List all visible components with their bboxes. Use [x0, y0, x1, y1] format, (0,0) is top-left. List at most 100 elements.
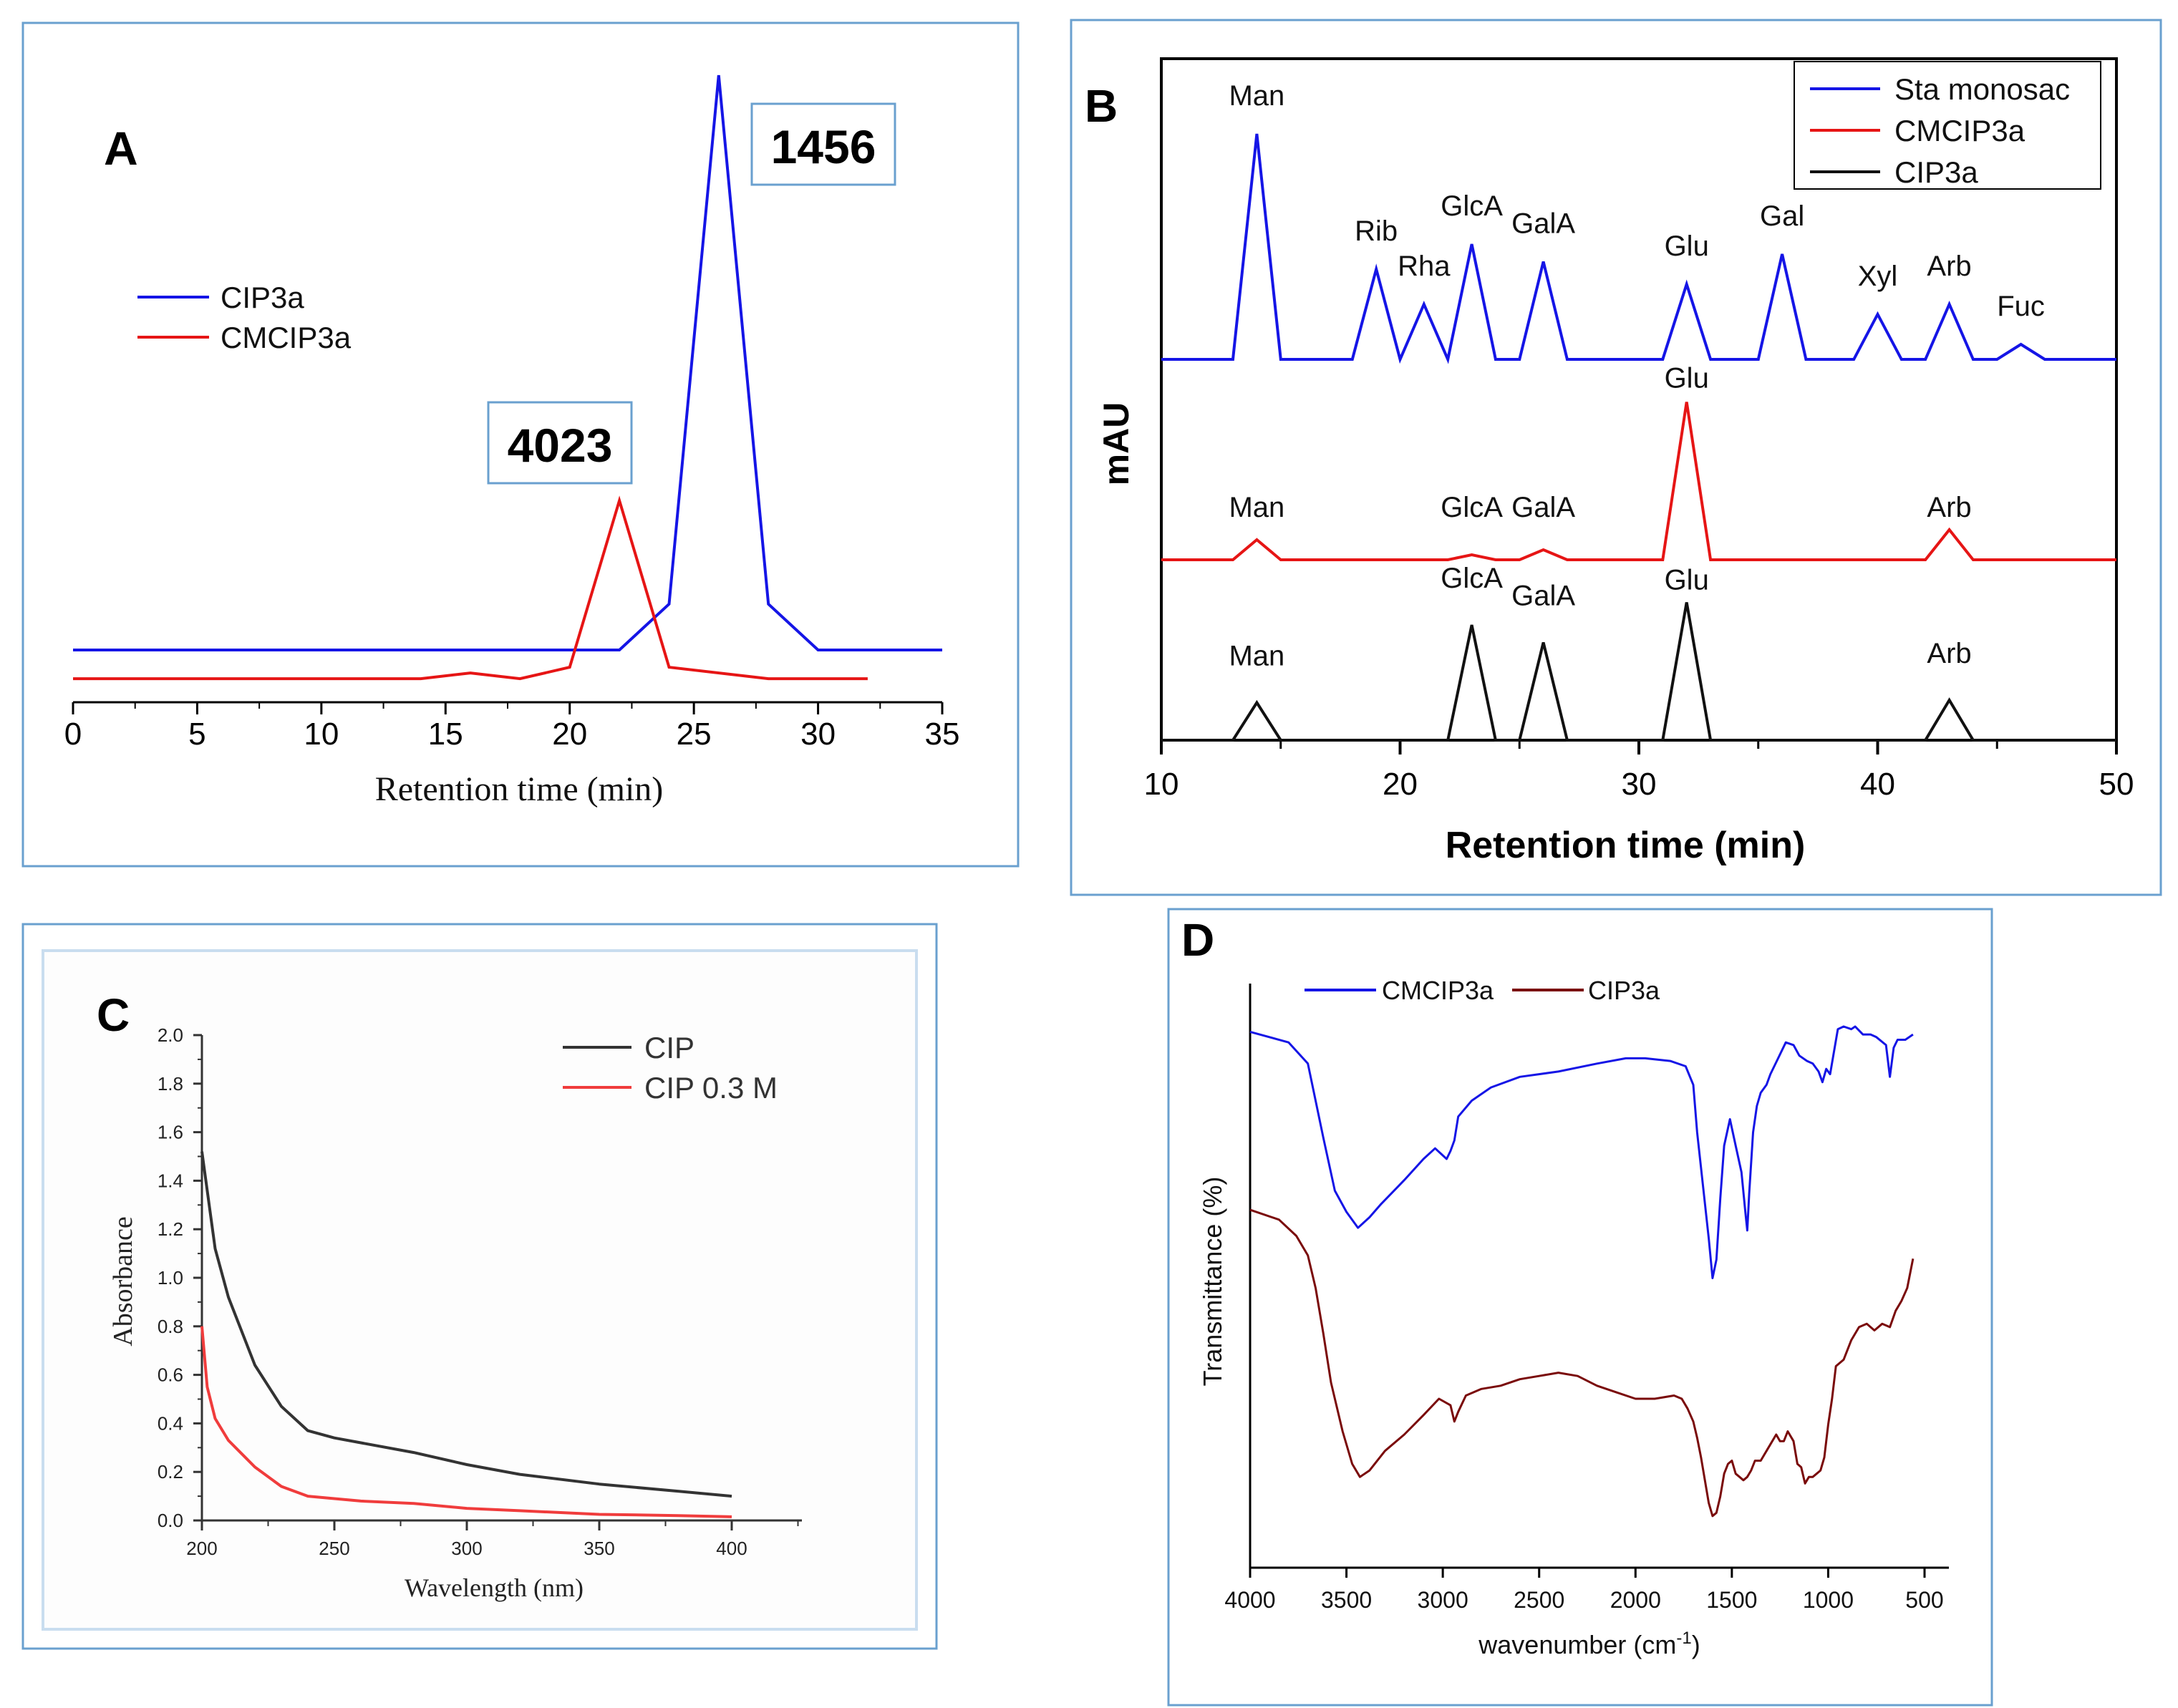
panel-b-series-sta-monosac [1161, 133, 2116, 364]
panel-b-peak-label-sta-monosac-glu: Glu [1665, 231, 1709, 262]
panel-b: B 10 20 30 40 50 Retention time (min) mAU Man R… [1070, 19, 2162, 896]
panel-a-legend-label-cmcip3a: CMCIP3a [221, 321, 352, 354]
panel-c-y-tick-label: 0.6 [158, 1364, 183, 1386]
panel-b-peak-label-cmcip3a-glu: Glu [1665, 363, 1709, 394]
panel-b-series-cmcip3a [1161, 402, 2116, 561]
panel-a-x-label: Retention time (min) [375, 770, 664, 808]
panel-d-x-tick-label: 1000 [1803, 1587, 1854, 1613]
panel-c-inner-frame [42, 949, 918, 1631]
panel-d-series [1249, 1025, 1915, 1518]
panel-b-x-label: Retention time (min) [1446, 825, 1806, 866]
panel-d-series-cip3a [1249, 1208, 1915, 1518]
panel-d-x-label: wavenumber (cm-1) [1478, 1629, 1700, 1659]
panel-d-legend-label-cip3a: CIP3a [1588, 976, 1660, 1005]
panel-b-legend-label-sta-monosac: Sta monosac [1894, 72, 2070, 106]
panel-c-y-tick-label: 1.4 [158, 1170, 183, 1191]
panel-b-legend-label-cip3a: CIP3a [1894, 155, 1978, 189]
panel-d-y-label: Transmittance (%) [1198, 1177, 1227, 1387]
panel-c-y-tick-label: 1.8 [158, 1073, 183, 1095]
panel-b-peak-label-sta-monosac-gal: Gal [1760, 200, 1804, 232]
panel-c-x-tick-label: 250 [319, 1538, 349, 1559]
panel-c-x-tick-label: 400 [716, 1538, 747, 1559]
panel-b-legend: Sta monosac CMCIP3a CIP3a [1794, 61, 2101, 190]
panel-b-axes: 10 20 30 40 50 Retention time (min) mAU [1096, 402, 2134, 866]
panel-c-y-tick-label: 0.8 [158, 1316, 183, 1337]
panel-c-legend-label-cip-0-3-m: CIP 0.3 M [644, 1071, 778, 1105]
panel-c-legend-label-cip: CIP [644, 1031, 694, 1064]
panel-d-x-tick-label: 4000 [1224, 1587, 1275, 1613]
panel-b-x-tick-label: 20 [1383, 767, 1418, 802]
panel-a-x-tick-label: 15 [428, 717, 463, 752]
panel-a-legend-label-cip3a: CIP3a [221, 281, 304, 314]
panel-a-x-tick-label: 5 [188, 717, 205, 752]
panel-b-x-tick-label: 50 [2099, 767, 2134, 802]
panel-c-y-tick-label: 1.0 [158, 1267, 183, 1289]
panel-c: C 0.0 0.2 0.4 0.6 0.8 1.0 1.2 1.4 1.6 1.8 2.0 200 25… [21, 923, 938, 1650]
panel-b-peak-label-cip3a-man: Man [1229, 641, 1284, 672]
panel-a-x-tick-label: 35 [925, 717, 960, 752]
panel-a-series-cip3a [73, 74, 942, 651]
panel-c-series-cip-0-3-m [200, 1326, 732, 1518]
panel-c-axes: 0.0 0.2 0.4 0.6 0.8 1.0 1.2 1.4 1.6 1.8 2.0 200 250 3… [108, 1024, 802, 1602]
panel-b-peak-label-sta-monosac-arb: Arb [1927, 251, 1971, 282]
panel-a-x-tick-label: 25 [677, 717, 712, 752]
panel-c-y-tick-label: 0.4 [158, 1412, 183, 1434]
panel-c-series-cip [200, 1151, 732, 1498]
panel-b-y-label: mAU [1096, 402, 1136, 486]
panel-d-series-cmcip3a [1249, 1025, 1914, 1279]
panel-b-peak-label-sta-monosac-rib: Rib [1355, 215, 1398, 247]
panel-d-x-tick-label: 3000 [1418, 1587, 1468, 1613]
panel-a-series-cmcip3a [73, 495, 868, 681]
panel-b-legend-box [1794, 61, 2101, 190]
panel-a-x-tick-label: 30 [800, 717, 836, 752]
panel-a-series [73, 74, 942, 681]
panel-d-frame [1167, 908, 1993, 1707]
panel-c-y-tick-label: 1.2 [158, 1218, 183, 1240]
annotation-4023-box [487, 401, 633, 485]
panel-b-peak-label-sta-monosac-rha: Rha [1398, 251, 1451, 282]
panel-c-x-label: Wavelength (nm) [405, 1573, 584, 1602]
panel-d-x-tick-label: 1500 [1706, 1587, 1757, 1613]
panel-b-peak-label-sta-monosac-xyl: Xyl [1858, 261, 1898, 292]
panel-b-series-cip3a [1161, 602, 2116, 742]
panel-c-y-label: Absorbance [108, 1216, 138, 1346]
panel-b-peak-label-cip3a-glca: GlcA [1441, 563, 1503, 594]
panel-a-axes: 0 5 10 15 20 25 30 35 Retention time (min) [64, 701, 960, 808]
panel-d-axes: 4000 3500 3000 2500 2000 1500 1000 500 wavenumbe… [1198, 984, 1949, 1659]
panel-b-letter: B [1085, 80, 1118, 132]
panel-a-letter: A [104, 122, 138, 175]
panel-d-x-tick-label: 2500 [1514, 1587, 1564, 1613]
panel-b-peak-label-cip3a-gala: GalA [1511, 581, 1575, 612]
panel-b-peak-label-cip3a-arb: Arb [1927, 638, 1971, 669]
panel-b-peak-label-sta-monosac-fuc: Fuc [1997, 291, 2045, 322]
panel-d-legend-label-cmcip3a: CMCIP3a [1382, 976, 1494, 1005]
panel-c-series [200, 1151, 732, 1518]
panel-c-y-tick-label: 1.6 [158, 1122, 183, 1143]
panel-b-x-tick-label: 40 [1860, 767, 1895, 802]
annotation-1456-box [750, 102, 896, 186]
panel-d-x-tick-label: 2000 [1610, 1587, 1661, 1613]
panel-d-letter: D [1181, 914, 1214, 966]
panel-a-x-tick-label: 20 [552, 717, 587, 752]
panel-b-peak-label-sta-monosac-glca: GlcA [1441, 190, 1503, 222]
panel-b-peak-label-cmcip3a-man: Man [1229, 492, 1284, 523]
panel-c-legend: CIP CIP 0.3 M [563, 1031, 778, 1105]
annotation-1456: 1456 [771, 120, 876, 173]
panel-b-x-tick-label: 30 [1622, 767, 1657, 802]
panel-b-peak-label-cip3a-glu: Glu [1665, 565, 1709, 596]
panel-a-legend: CIP3a CMCIP3a [137, 281, 352, 354]
panel-b-peak-label-cmcip3a-gala: GalA [1511, 492, 1575, 523]
panel-d-x-tick-label: 3500 [1321, 1587, 1372, 1613]
panel-a-x-tick-label: 10 [304, 717, 339, 752]
panel-c-x-tick-label: 200 [186, 1538, 217, 1559]
panel-d-legend: CMCIP3a CIP3a [1305, 976, 1660, 1005]
panel-b-legend-label-cmcip3a: CMCIP3a [1894, 114, 2025, 147]
panel-c-x-tick-label: 350 [584, 1538, 614, 1559]
panel-c-x-tick-label: 300 [451, 1538, 482, 1559]
annotation-4023: 4023 [508, 419, 613, 472]
panel-c-y-tick-label: 2.0 [158, 1024, 183, 1046]
panel-d: D 4000 3500 3000 2500 2000 1500 1000 500 wavenum… [1167, 908, 1993, 1707]
panel-a-x-tick-label: 0 [64, 717, 82, 752]
